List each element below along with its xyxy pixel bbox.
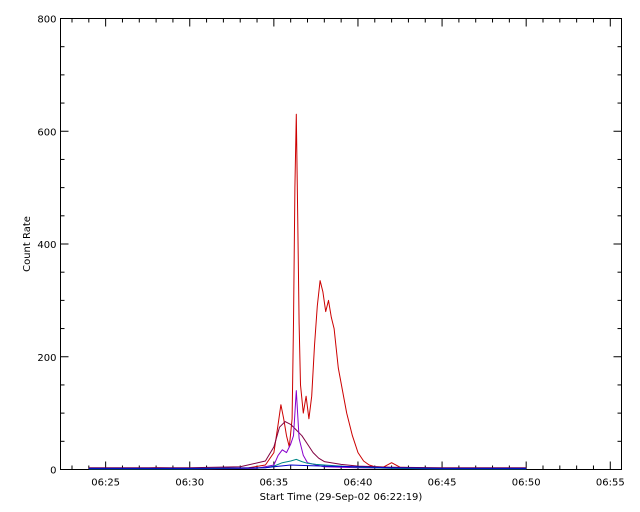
x-tick-label: 06:50 [512,478,541,489]
x-tick-label: 06:30 [175,478,204,489]
series-line-5 [88,464,527,469]
y-tick-label: 400 [37,240,56,251]
y-tick-label: 0 [50,466,56,477]
series-line-1 [88,113,527,470]
y-axis: 0 200 400 600 800 [37,15,622,477]
y-tick-label: 200 [37,353,56,364]
series-line-2 [88,421,527,469]
plot-frame [60,18,622,470]
x-tick-label: 06:35 [259,478,288,489]
x-tick-label: 06:25 [91,478,120,489]
x-tick-label: 06:45 [428,478,457,489]
x-tick-label: 06:40 [344,478,373,489]
x-axis-title: Start Time (29-Sep-02 06:22:19) [260,492,423,503]
series-line-3 [88,390,527,470]
y-tick-label: 600 [37,127,56,138]
series-group [88,113,527,470]
y-axis-title: Count Rate [22,216,33,272]
y-tick-label: 800 [37,15,56,26]
x-tick-label: 06:55 [596,478,625,489]
